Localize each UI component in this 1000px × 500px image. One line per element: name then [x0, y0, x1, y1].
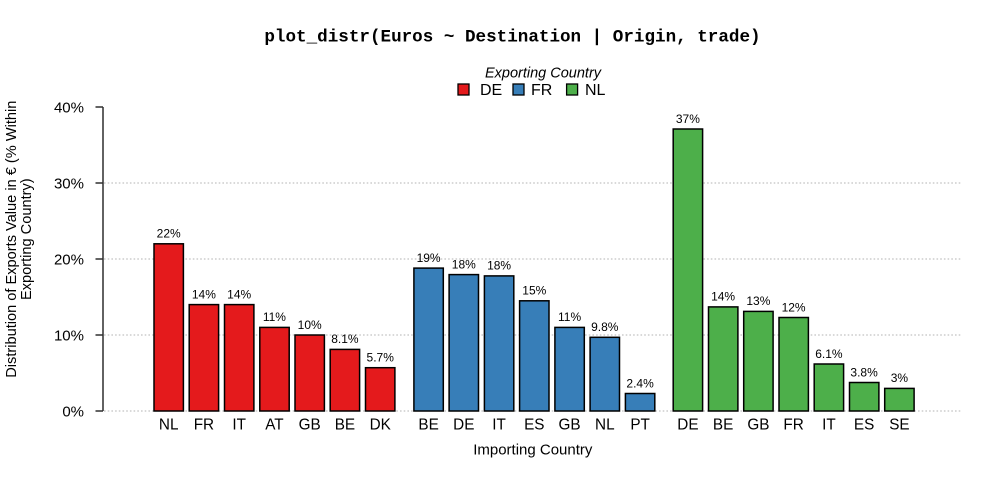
svg-text:Exporting Country): Exporting Country)	[19, 178, 35, 300]
svg-text:5.7%: 5.7%	[367, 351, 395, 365]
svg-text:Distribution of Exports Value: Distribution of Exports Value in € (% Wi…	[4, 101, 20, 378]
svg-text:IT: IT	[232, 417, 246, 434]
svg-text:ES: ES	[524, 417, 544, 434]
svg-text:PT: PT	[630, 417, 650, 434]
svg-text:GB: GB	[559, 417, 581, 434]
svg-text:0%: 0%	[62, 403, 84, 420]
svg-text:Exporting Country: Exporting Country	[485, 66, 602, 82]
svg-text:10%: 10%	[54, 327, 84, 344]
svg-text:3.8%: 3.8%	[850, 365, 878, 379]
svg-text:AT: AT	[265, 417, 283, 434]
svg-text:DE: DE	[480, 82, 502, 99]
svg-text:NL: NL	[595, 417, 615, 434]
svg-text:8.1%: 8.1%	[331, 332, 359, 346]
svg-text:FR: FR	[531, 82, 552, 99]
svg-text:DE: DE	[677, 417, 698, 434]
svg-text:14%: 14%	[711, 290, 735, 304]
svg-text:9.8%: 9.8%	[591, 320, 619, 334]
svg-text:14%: 14%	[227, 287, 251, 301]
svg-text:40%: 40%	[54, 99, 84, 116]
svg-text:11%: 11%	[263, 310, 286, 324]
svg-text:22%: 22%	[157, 227, 181, 241]
svg-text:IT: IT	[822, 417, 836, 434]
svg-text:BE: BE	[335, 417, 355, 434]
svg-text:3%: 3%	[891, 371, 909, 385]
svg-text:Importing Country: Importing Country	[473, 441, 593, 458]
svg-text:FR: FR	[194, 417, 214, 434]
svg-text:10%: 10%	[298, 318, 322, 332]
svg-text:19%: 19%	[417, 251, 441, 265]
svg-text:15%: 15%	[522, 284, 546, 298]
svg-text:plot_distr(Euros ~ Destination: plot_distr(Euros ~ Destination | Origin,…	[264, 27, 760, 47]
svg-text:2.4%: 2.4%	[626, 376, 654, 390]
svg-text:IT: IT	[492, 417, 506, 434]
svg-text:DK: DK	[370, 417, 392, 434]
svg-text:NL: NL	[159, 417, 179, 434]
svg-text:SE: SE	[889, 417, 909, 434]
svg-text:18%: 18%	[487, 259, 511, 273]
svg-text:FR: FR	[783, 417, 803, 434]
svg-text:BE: BE	[713, 417, 733, 434]
svg-text:DE: DE	[453, 417, 474, 434]
svg-text:GB: GB	[747, 417, 769, 434]
svg-text:6.1%: 6.1%	[815, 347, 843, 361]
svg-text:11%: 11%	[558, 310, 581, 324]
svg-text:18%: 18%	[452, 257, 476, 271]
svg-text:37%: 37%	[676, 112, 700, 126]
svg-text:NL: NL	[585, 82, 606, 99]
svg-text:12%: 12%	[782, 300, 806, 314]
svg-text:14%: 14%	[192, 287, 216, 301]
svg-text:BE: BE	[418, 417, 438, 434]
svg-text:GB: GB	[299, 417, 321, 434]
svg-text:20%: 20%	[54, 251, 84, 268]
svg-text:30%: 30%	[54, 175, 84, 192]
svg-text:13%: 13%	[746, 294, 770, 308]
svg-text:ES: ES	[854, 417, 874, 434]
